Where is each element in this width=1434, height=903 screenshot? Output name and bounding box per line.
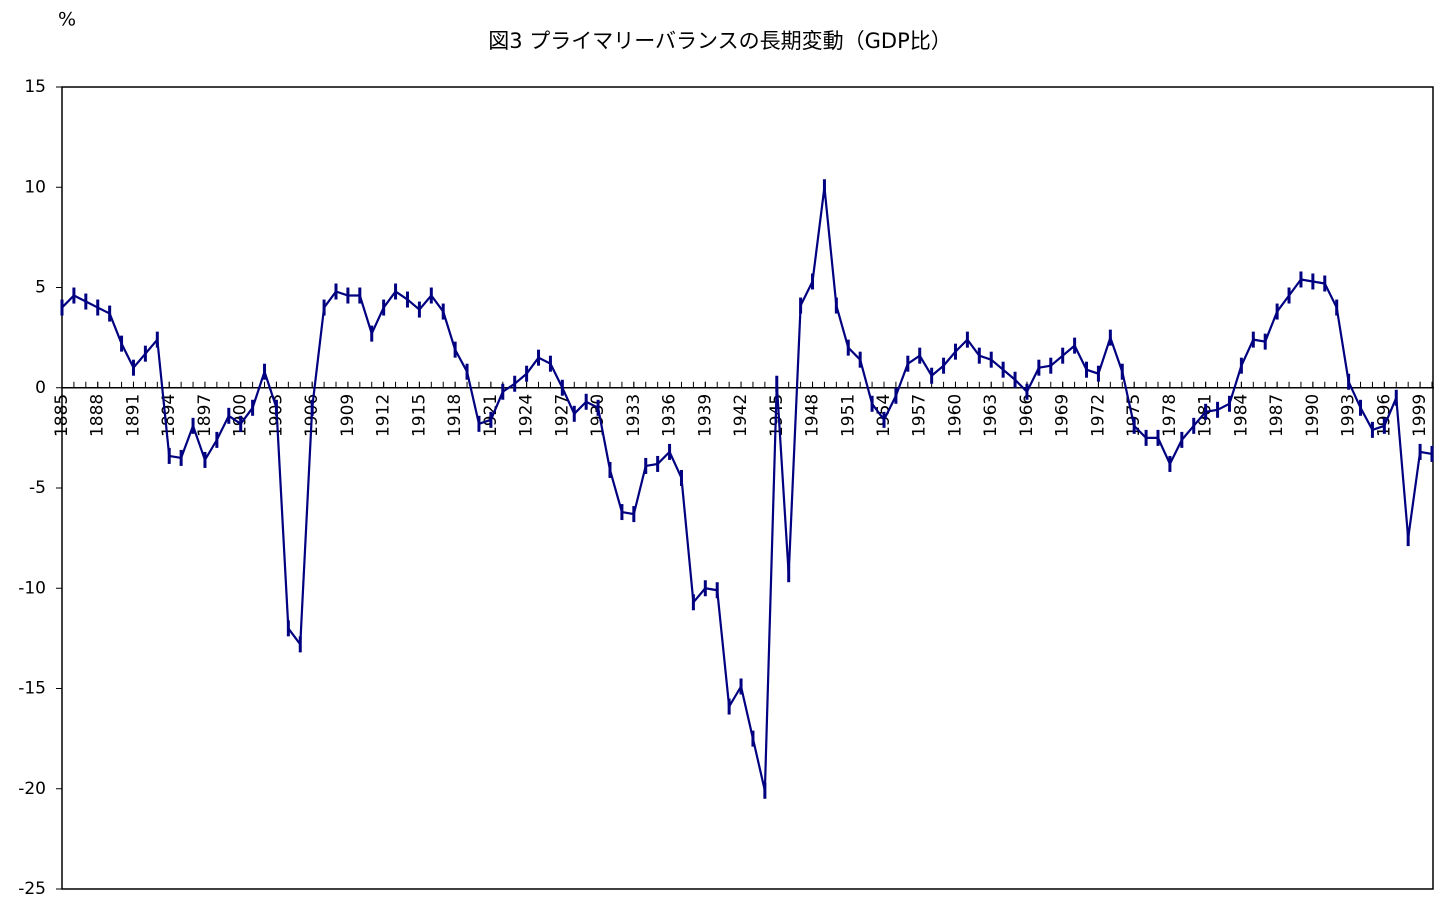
- y-axis-label: %: [58, 9, 76, 31]
- y-tick-label: 15: [24, 77, 46, 97]
- x-tick-label: 1984: [1231, 394, 1251, 437]
- x-tick-label: 1885: [52, 394, 72, 437]
- x-tick-label: 1963: [981, 394, 1001, 437]
- x-tick-label: 1960: [945, 394, 965, 437]
- x-tick-label: 1948: [803, 394, 823, 437]
- x-tick-label: 1933: [624, 394, 644, 437]
- x-tick-label: 1993: [1339, 394, 1359, 437]
- x-tick-label: 1897: [195, 394, 215, 437]
- y-tick-label: -20: [18, 779, 46, 799]
- y-tick-label: -10: [18, 578, 46, 598]
- x-tick-label: 1990: [1303, 394, 1323, 437]
- data-line: [61, 187, 1433, 792]
- y-tick-label: -15: [18, 679, 46, 699]
- x-tick-label: 1996: [1374, 394, 1394, 437]
- y-tick-label: 0: [35, 378, 46, 398]
- x-tick-label: 1924: [517, 394, 537, 437]
- x-tick-label: 1918: [445, 394, 465, 437]
- x-tick-label: 1969: [1053, 394, 1073, 437]
- y-tick-label: 5: [35, 278, 46, 298]
- x-tick-label: 1942: [731, 394, 751, 437]
- x-tick-label: 1987: [1267, 394, 1287, 437]
- x-tick-label: 1999: [1410, 394, 1430, 437]
- x-tick-label: 1939: [695, 394, 715, 437]
- x-tick-label: 1909: [338, 394, 358, 437]
- y-tick-label: -25: [18, 879, 46, 899]
- x-tick-label: 1894: [159, 394, 179, 437]
- x-tick-label: 1936: [660, 394, 680, 437]
- x-tick-label: 1978: [1160, 394, 1180, 437]
- x-tick-label: 1957: [910, 394, 930, 437]
- plot-area: [61, 86, 1434, 890]
- x-tick-label: 1891: [123, 394, 143, 437]
- x-tick-label: 1972: [1088, 394, 1108, 437]
- x-tick-label: 1927: [552, 394, 572, 437]
- x-tick-label: 1966: [1017, 394, 1037, 437]
- chart-title: 図3 プライマリーバランスの長期変動（GDP比）: [488, 29, 952, 53]
- y-tick-label: 10: [24, 177, 46, 197]
- y-tick-label: -5: [29, 478, 46, 498]
- x-tick-label: 1900: [231, 394, 251, 437]
- x-tick-label: 1915: [409, 394, 429, 437]
- x-tick-label: 1951: [838, 394, 858, 437]
- x-tick-label: 1888: [88, 394, 108, 437]
- x-tick-label: 1912: [374, 394, 394, 437]
